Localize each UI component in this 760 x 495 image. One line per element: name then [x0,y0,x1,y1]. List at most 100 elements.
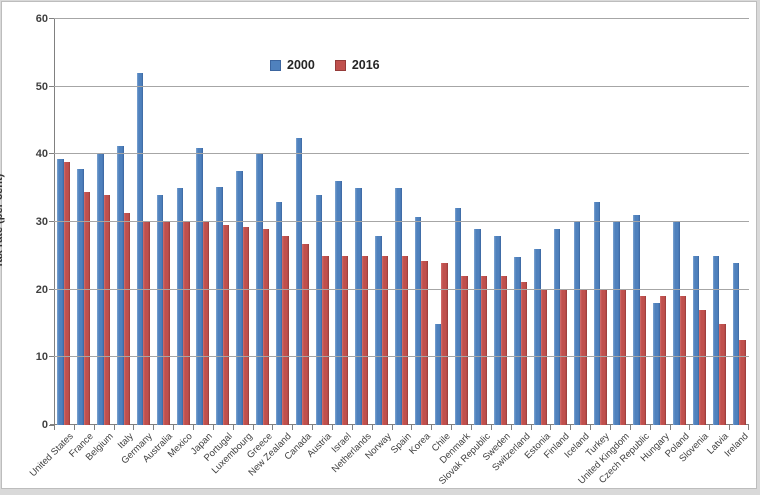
bar-group-ireland [729,19,749,425]
y-axis-line [54,19,55,429]
bar-2000-japan [196,148,203,425]
y-tick-40 [49,153,54,155]
bar-group-austria [312,19,332,425]
bar-group-italy [114,19,134,425]
gridline-60 [54,18,749,19]
bar-2000-poland [673,222,680,425]
bar-group-new-zealand [272,19,292,425]
bar-group-slovak-republic [471,19,491,425]
bar-group-denmark [451,19,471,425]
x-tick [689,425,691,430]
bar-group-germany [133,19,153,425]
bar-2000-hungary [653,303,660,425]
x-tick [649,425,651,430]
bar-2000-australia [156,194,164,425]
x-tick [451,425,453,430]
legend-swatch-2000-icon [270,59,281,71]
bar-2000-norway [375,235,382,425]
bar-2000-switzerland [514,256,521,425]
bar-group-turkey [590,19,610,425]
bar-2000-france [77,169,84,425]
bar-2000-turkey [593,201,601,425]
bar-2016-canada [302,244,309,425]
x-tick [530,425,532,430]
bar-2016-portugal [222,225,230,425]
bar-2016-mexico [183,222,190,425]
x-tick [610,425,611,430]
y-axis-label-10: 10 [35,351,48,364]
bar-group-latvia [709,19,729,425]
x-tick [292,425,294,430]
bar-2016-germany [143,220,150,425]
bar-group-japan [193,19,213,425]
bar-group-slovenia [690,19,710,425]
x-tick [550,425,552,430]
bar-group-israel [332,19,352,425]
bar-2000-finland [553,228,561,425]
bar-2000-korea [414,216,422,425]
bar-group-hungary [650,19,670,425]
gridline-30 [54,221,749,222]
bar-2016-estonia [540,289,548,425]
y-tick-20 [49,288,54,290]
bar-2016-korea [421,261,428,425]
x-tick [391,425,393,430]
x-tick [629,425,631,430]
x-tick [490,425,492,430]
bar-2000-chile [434,323,442,425]
bar-2000-slovenia [692,255,700,425]
bar-group-switzerland [511,19,531,425]
bar-group-portugal [213,19,233,425]
bar-2016-norway [381,255,389,425]
bar-group-belgium [94,19,114,425]
gridline-20 [54,288,749,290]
bar-group-estonia [531,19,551,425]
bar-2000-ireland [732,262,740,425]
plot-area [49,18,749,430]
bar-2016-australia [163,222,170,425]
bar-2016-italy [123,213,130,425]
x-tick [153,425,155,430]
y-axis-label-60: 60 [35,13,48,25]
x-tick [133,425,135,430]
legend-item-2000: 2000 [270,58,315,72]
bar-group-poland [670,19,690,425]
bar-2000-austria [315,194,323,425]
x-tick [272,425,274,430]
bar-2016-belgium [103,194,111,425]
bar-2000-united-states [57,159,64,425]
gridline-50 [54,85,749,87]
bar-groups [54,19,749,425]
x-tick-end [748,425,749,430]
bar-2016-chile [441,262,448,425]
bar-2000-israel [335,181,342,425]
chart-legend: 2000 2016 [270,58,380,72]
bar-2016-ireland [739,340,746,425]
bar-group-norway [372,19,392,425]
bar-2016-luxembourg [242,227,250,425]
bar-2016-switzerland [520,282,528,425]
bar-2000-mexico [176,188,184,425]
bar-group-mexico [173,19,193,425]
bar-2016-iceland [580,289,587,425]
bar-2000-iceland [573,222,581,425]
bar-group-united-kingdom [610,19,630,425]
bar-2000-latvia [712,255,720,425]
x-tick [193,425,194,430]
bar-2000-new-zealand [275,201,283,425]
bar-group-france [74,19,94,425]
y-tick-30 [49,221,54,222]
bar-2016-netherlands [361,255,369,425]
gridline-40 [54,153,749,155]
x-tick [173,425,175,430]
legend-swatch-2016-icon [334,59,346,71]
bar-group-czech-republic [630,19,650,425]
x-tick [312,425,314,430]
bar-2016-israel [341,255,349,425]
bar-2000-portugal [216,186,223,425]
bar-2000-italy [117,145,124,425]
bar-2016-united-states [63,161,71,425]
bar-2016-denmark [461,276,468,425]
x-tick [729,425,731,430]
